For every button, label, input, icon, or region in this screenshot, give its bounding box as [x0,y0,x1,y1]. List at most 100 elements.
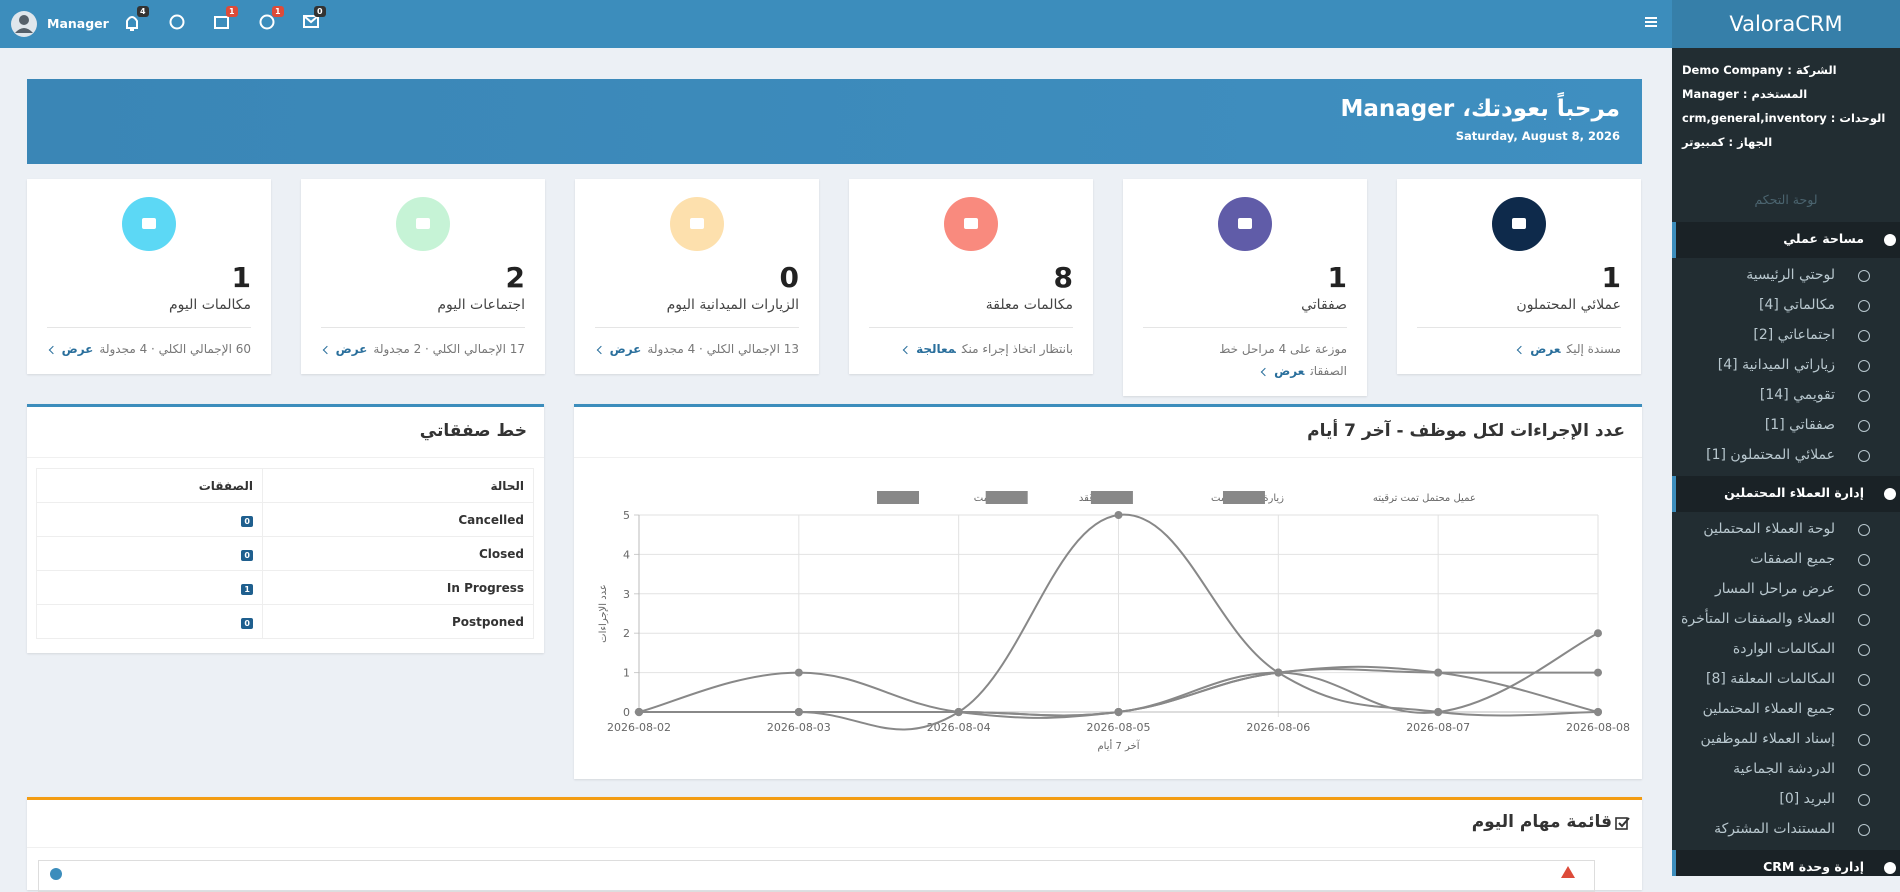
menu-section[interactable]: إدارة وحدة CRM [1672,850,1900,876]
stat-card: 1 عملائي المحتملون مسندة إليك عرض [1397,179,1641,374]
bell-icon[interactable] [126,16,138,31]
count-cell: 0 [36,502,263,537]
menu-item-icon [1858,824,1870,836]
data-point [1434,668,1443,677]
menu-item[interactable]: عملائي المحتملون [1] [1672,447,1900,467]
x-tick-label: 2026-08-03 [767,721,831,734]
card-link[interactable]: عرض [1530,342,1561,356]
menu-item[interactable]: العملاء والصفقات المتأخرة [1672,611,1900,631]
menu-item[interactable]: لوحتي الرئيسية [1672,267,1900,287]
card-icon [944,197,998,251]
menu-item-label: المستندات المشتركة [1714,821,1835,837]
menu-section-icon [1884,234,1896,246]
data-point [1434,708,1443,716]
chevron [48,345,57,355]
avatar-head [19,15,29,25]
clock-icon[interactable] [259,14,275,30]
card-link[interactable]: عرض [61,342,94,356]
separator [574,457,1642,458]
card-link[interactable]: عرض [335,342,368,356]
menu-item[interactable]: عرض مراحل المسار [1672,581,1900,601]
info-icon [50,868,62,880]
card-value: 1 [231,261,251,294]
menu-item-icon [1858,704,1870,716]
card-label: مكالمات معلقة [985,297,1073,313]
table-header: الحالة [262,468,534,503]
x-tick-label: 2026-08-08 [1566,721,1630,734]
chevron [322,345,331,355]
card-note: 60 الإجمالي الكلي · 4 مجدولة [99,342,251,356]
menu-item[interactable]: لوحة العملاء المحتملين [1672,521,1900,541]
card-link[interactable]: عرض [609,342,642,356]
legend-label: عميل محتمل تمت ترقيته [1373,493,1476,504]
menu-item[interactable]: صفقاتي [1] [1672,417,1900,437]
menu-item[interactable]: المستندات المشتركة [1672,821,1900,841]
user-name[interactable]: Manager [47,16,109,31]
status-cell: Cancelled [262,502,534,537]
stat-card: 8 مكالمات معلقة بانتظار اتخاذ إجراء منك معا… [849,179,1093,374]
menu-item[interactable]: المكالمات الواردة [1672,641,1900,661]
menu-item-icon [1858,794,1870,806]
menu-item[interactable]: اجتماعاتي [2] [1672,327,1900,347]
warning-icon [1561,866,1575,878]
y-tick-label: 5 [623,509,630,522]
info-line: الوحدات : crm,general,inventory [1682,111,1886,125]
globe-icon[interactable] [169,14,185,30]
data-point [1594,708,1602,716]
menu-item[interactable]: جميع الصفقات [1672,551,1900,571]
welcome-date: Saturday, August 8, 2026 [1455,129,1620,143]
legend-swatch [1090,491,1133,504]
card-link[interactable]: معالجة [916,342,956,356]
card-footer: 60 الإجمالي الكلي · 4 مجدولة عرض [47,327,251,360]
menu-item[interactable]: إسناد العملاء للموظفين [1672,731,1900,751]
card-note: موزعة على 4 مراحل خط الصفقات [1219,342,1347,378]
data-point [1114,511,1123,519]
data-point [1114,708,1123,716]
menu-item-label: تقويمي [14] [1759,387,1835,403]
menu-item-label: المكالمات الواردة [1732,641,1835,657]
chevron [1260,367,1270,377]
envelope-icon[interactable] [303,15,319,28]
menu-section-icon [1884,488,1896,500]
data-point [954,708,963,716]
card-note: 17 الإجمالي الكلي · 2 مجدولة [373,342,525,356]
menu-item[interactable]: الدردشة الجماعية [1672,761,1900,781]
menu-item-label: عملائي المحتملون [1] [1706,447,1835,463]
table-row: Postponed 0 [36,604,534,639]
card-value: 8 [1053,261,1073,294]
tasks-panel: قائمة مهام اليوم [27,797,1642,892]
briefcase-icon[interactable] [214,16,229,29]
menu-item[interactable]: جميع العملاء المحتملين [1672,701,1900,721]
count-badge: 0 [241,549,253,561]
card-label: مكالمات اليوم [168,297,251,313]
menu-item-label: لوحتي الرئيسية [1746,267,1835,283]
card-footer: مسندة إليك عرض [1417,327,1621,360]
menu-item[interactable]: البريد [0] [1672,791,1900,811]
menu-item-label: صفقاتي [1] [1764,417,1835,433]
menu-item-label: مكالماتي [4] [1759,297,1835,313]
menu-heading: لوحة التحكم [1754,192,1818,207]
separator [27,847,1642,848]
table-row: Closed 0 [36,536,534,571]
x-tick-label: 2026-08-07 [1406,721,1470,734]
menu-item-label: اجتماعاتي [2] [1753,327,1835,343]
menu-item-icon [1858,644,1870,656]
card-link[interactable]: عرض [1274,364,1305,378]
brand[interactable]: ValoraCRM [1672,0,1900,48]
menu-item-icon [1858,360,1870,372]
menu-item[interactable]: زياراتي الميدانية [4] [1672,357,1900,377]
menu-toggle[interactable] [1643,15,1659,29]
menu-item[interactable]: مكالماتي [4] [1672,297,1900,317]
card-label: صفقاتي [1301,297,1347,313]
chart-title: عدد الإجراءات لكل موظف - آخر 7 أيام [1307,421,1625,441]
task-row[interactable] [38,860,1595,892]
menu-section[interactable]: إدارة العملاء المحتملين [1672,476,1900,512]
pipeline-table: الحالة الصفقات Cancelled 0 Closed 0 In Progr… [36,468,534,639]
menu-item[interactable]: تقويمي [14] [1672,387,1900,407]
menu-item-icon [1858,450,1870,462]
panel-title: خط صفقاتي [419,421,527,441]
hamburger [1645,17,1657,27]
menu-item[interactable]: المكالمات المعلقة [8] [1672,671,1900,691]
menu-section[interactable]: مساحة عملي [1672,222,1900,258]
